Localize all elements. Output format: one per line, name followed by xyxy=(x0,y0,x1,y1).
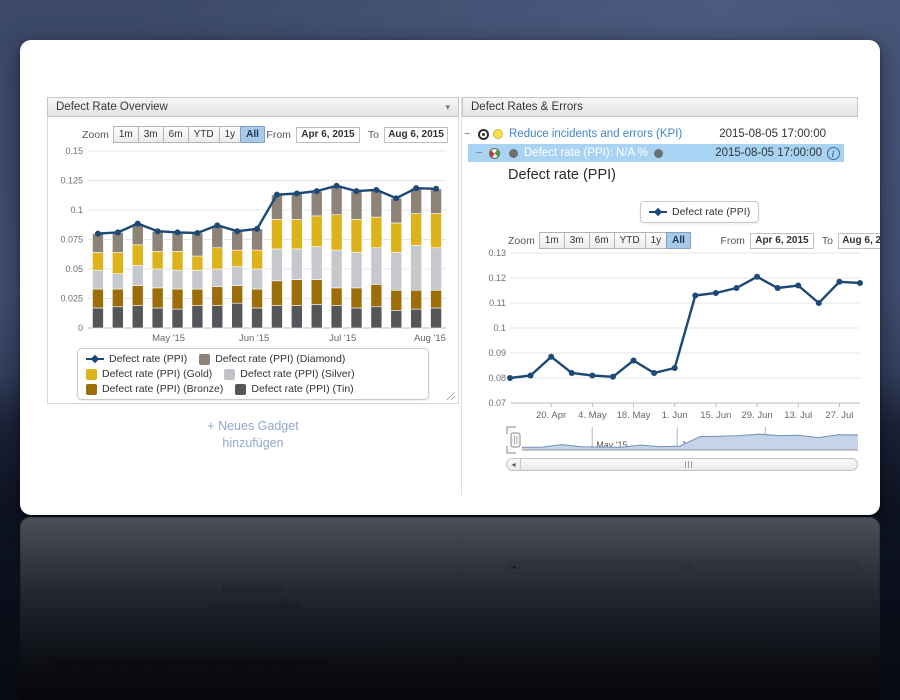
from-date-input[interactable] xyxy=(295,126,360,143)
svg-text:0: 0 xyxy=(78,323,83,333)
svg-text:May '15: May '15 xyxy=(152,333,185,344)
right-panel: Defect Rates & Errors − Reduce incidents… xyxy=(462,40,880,515)
resize-handle[interactable] xyxy=(446,391,455,400)
svg-text:0.11: 0.11 xyxy=(489,298,506,308)
add-gadget-line2: hinzufügen xyxy=(222,436,284,450)
card-reflection: Defect Rate Overview ▾ Zoom 1m 3m 6m YTD… xyxy=(20,517,880,700)
svg-text:0.05: 0.05 xyxy=(65,264,83,274)
zoom-all-button[interactable]: All xyxy=(240,126,265,143)
from-label: From xyxy=(720,234,745,247)
svg-text:May '15: May '15 xyxy=(596,440,627,450)
detail-chart-toolbar: Zoom 1m 3m 6m YTD 1y All From To xyxy=(462,232,880,249)
dashboard-card: Defect Rate Overview ▾ Zoom 1m 3m 6m YTD… xyxy=(20,40,880,515)
target-icon xyxy=(478,128,489,140)
svg-text:15. Jun: 15. Jun xyxy=(700,410,731,421)
svg-text:29. Jun: 29. Jun xyxy=(741,410,772,421)
ppi-timestamp: 2015-08-05 17:00:00 xyxy=(715,147,822,159)
svg-text:0.08: 0.08 xyxy=(488,373,506,383)
gauge-icon xyxy=(489,147,500,159)
svg-text:18. May: 18. May xyxy=(617,410,651,421)
collapse-toggle-icon[interactable]: − xyxy=(464,128,471,140)
chevron-down-icon[interactable]: ▾ xyxy=(445,101,450,112)
from-label: From xyxy=(266,128,291,141)
ppi-tree-label[interactable]: Defect rate (PPI): N/A % xyxy=(524,147,648,159)
right-panel-header[interactable]: Defect Rates & Errors xyxy=(462,97,858,117)
info-icon[interactable]: i xyxy=(826,146,840,160)
svg-text:0.1: 0.1 xyxy=(70,205,83,215)
overview-stacked-chart[interactable]: 0 0.025 0.05 0.075 0.1 0.125 0.15 May '15 Jun '1… xyxy=(50,147,458,351)
kpi-timestamp: 2015-08-05 17:00:00 xyxy=(719,128,826,140)
detail-chart-legend[interactable]: Defect rate (PPI) xyxy=(640,201,760,223)
status-gray-icon xyxy=(653,148,663,158)
svg-text:0.09: 0.09 xyxy=(488,348,506,358)
panel-divider xyxy=(461,97,462,495)
right-panel-title: Defect Rates & Errors xyxy=(471,100,583,113)
svg-text:0.15: 0.15 xyxy=(65,147,83,156)
zoom-3m-button[interactable]: 3m xyxy=(137,126,164,143)
to-label: To xyxy=(821,234,833,247)
ppi-tree-row-selected[interactable]: − Defect rate (PPI): N/A % 2015-08-05 17… xyxy=(468,144,844,162)
overview-chart-toolbar: Zoom 1m 3m 6m YTD 1y All From To xyxy=(48,126,460,143)
to-date-input[interactable] xyxy=(838,232,880,249)
svg-text:20. Apr: 20. Apr xyxy=(536,410,566,421)
svg-text:Aug '15: Aug '15 xyxy=(414,333,446,344)
scroll-left-arrow-icon[interactable]: ◂ xyxy=(507,459,521,470)
svg-text:0.075: 0.075 xyxy=(60,235,83,245)
zoom-6m-button[interactable]: 6m xyxy=(162,126,189,143)
scrollbar-grip-icon[interactable] xyxy=(684,461,694,468)
overview-gadget-body: Zoom 1m 3m 6m YTD 1y All From To 00.0250… xyxy=(47,117,459,404)
svg-text:0.1: 0.1 xyxy=(493,323,506,333)
svg-text:0.07: 0.07 xyxy=(488,398,506,408)
left-gadget-title: Defect Rate Overview xyxy=(56,100,168,113)
from-date-input[interactable] xyxy=(749,232,814,249)
svg-text:0.025: 0.025 xyxy=(60,294,83,304)
zoom-label: Zoom xyxy=(82,128,109,141)
zoom-label: Zoom xyxy=(508,234,535,247)
svg-text:13. Jul: 13. Jul xyxy=(784,410,812,421)
kpi-tree-label[interactable]: Reduce incidents and errors (KPI) xyxy=(509,128,683,140)
zoom-range-buttons: 1m 3m 6m YTD 1y All xyxy=(112,126,265,143)
to-label: To xyxy=(367,128,379,141)
horizontal-scrollbar[interactable]: ◂ xyxy=(506,458,858,471)
add-gadget-line1: + Neues Gadget xyxy=(207,419,299,433)
zoom-1y-button[interactable]: 1y xyxy=(218,126,242,143)
svg-text:0.13: 0.13 xyxy=(488,248,506,258)
svg-text:4. May: 4. May xyxy=(578,410,607,421)
to-date-input[interactable] xyxy=(384,126,448,143)
left-gadget-header[interactable]: Defect Rate Overview ▾ xyxy=(47,97,459,117)
zoom-ytd-button[interactable]: YTD xyxy=(187,126,220,143)
add-gadget-link[interactable]: + Neues Gadget hinzufügen xyxy=(47,418,459,452)
svg-text:Jul '15: Jul '15 xyxy=(329,333,356,344)
svg-text:27. Jul: 27. Jul xyxy=(825,410,853,421)
status-gray-icon xyxy=(509,148,518,158)
collapse-toggle-icon[interactable]: − xyxy=(476,147,483,159)
detail-chart-title: Defect rate (PPI) xyxy=(508,167,616,183)
detail-line-chart[interactable]: 0.07 0.08 0.09 0.1 0.11 0.12 0.13 20. Apr 4. May… xyxy=(482,246,878,422)
svg-text:0.12: 0.12 xyxy=(488,273,506,283)
zoom-all-button[interactable]: All xyxy=(666,232,691,249)
svg-text:0.125: 0.125 xyxy=(60,176,83,186)
overview-chart-legend[interactable]: Defect rate (PPI) Defect rate (PPI) (Diam… xyxy=(77,348,429,400)
zoom-1m-button[interactable]: 1m xyxy=(112,126,139,143)
svg-text:Jun '15: Jun '15 xyxy=(239,333,269,344)
kpi-tree-row[interactable]: − Reduce incidents and errors (KPI) 2015… xyxy=(464,125,848,143)
status-yellow-icon xyxy=(493,129,503,139)
zoom-range-buttons: 1m 3m 6m YTD 1y All xyxy=(538,232,691,249)
svg-text:1. Jun: 1. Jun xyxy=(662,410,688,421)
